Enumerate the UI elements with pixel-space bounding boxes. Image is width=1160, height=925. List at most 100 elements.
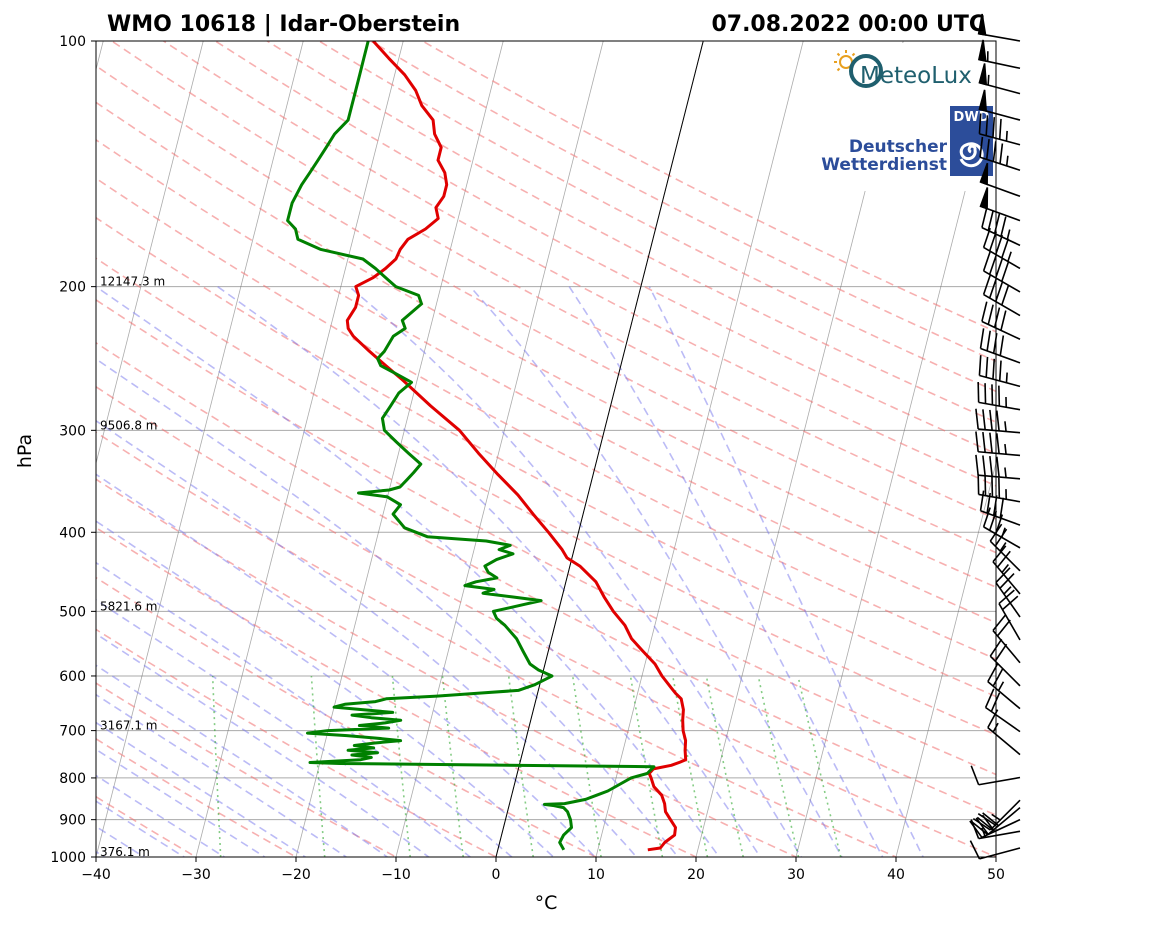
moist-adiabat-line: [96, 664, 389, 857]
wind-barb: [995, 567, 1021, 618]
wind-barb: [978, 63, 1021, 95]
dry-adiabat-line: [370, 41, 996, 363]
x-tick-label: 20: [687, 867, 705, 883]
x-tick-label: 0: [492, 867, 501, 883]
dwd-text-line1: Deutscher: [849, 137, 948, 157]
dry-adiabat-line: [96, 216, 996, 698]
isotherm-line: [96, 41, 304, 857]
wind-barb: [969, 840, 1021, 860]
wind-barb: [975, 431, 1021, 457]
mixing-ratio-line: [629, 675, 664, 857]
y-tick-label: 300: [59, 423, 86, 439]
wind-barb: [989, 638, 1021, 687]
x-tick-label: 10: [587, 867, 605, 883]
wind-barb: [977, 381, 1021, 411]
x-axis-label: °C: [535, 892, 558, 914]
dry-adiabat-line: [163, 41, 996, 487]
x-tick-label: −30: [181, 867, 211, 883]
wind-barb: [998, 589, 1021, 641]
dry-adiabat-line: [96, 478, 798, 857]
moist-adiabat-line: [348, 285, 803, 857]
isotherm-line: [195, 41, 404, 857]
wind-barb: [977, 39, 1021, 70]
wind-barb: [987, 709, 1021, 756]
meteolux-logo: MeteoLux: [834, 50, 972, 89]
moist-adiabat-line: [96, 285, 721, 857]
mixing-ratio-line: [211, 675, 222, 857]
height-label: 9506.8 m: [100, 418, 158, 432]
y-tick-label: 1000: [50, 850, 86, 866]
sun-icon: [834, 50, 856, 72]
dry-adiabat-line: [111, 41, 996, 520]
moist-adiabat-line: [96, 632, 431, 857]
y-tick-label: 700: [59, 724, 86, 740]
isotherm-line: [595, 41, 804, 857]
height-label: 5821.6 m: [100, 599, 158, 613]
dry-adiabat-line: [96, 737, 298, 857]
mixing-ratio-line: [757, 675, 800, 857]
dwd-logo: DWD Deutscher Wetterdienst: [821, 106, 993, 176]
chart-title-left: WMO 10618 | Idar-Oberstein: [107, 12, 460, 37]
dry-adiabat-line: [96, 385, 996, 857]
dry-adiabat-line: [96, 101, 996, 589]
moist-adiabat-line: [217, 285, 762, 857]
mixing-ratio-line: [672, 675, 709, 857]
plot-frame: [95, 40, 997, 858]
y-tick-label: 100: [59, 34, 86, 50]
moist-adiabat-line: [648, 286, 924, 857]
height-label: 12147.3 m: [100, 275, 165, 289]
wind-barb: [979, 136, 1021, 171]
mixing-ratio-line: [571, 675, 602, 857]
meteolux-logo-text: MeteoLux: [860, 63, 972, 89]
dewpoint-line: [286, 41, 656, 851]
moist-adiabat-line: [96, 473, 597, 857]
dwd-spiral-icon: [959, 142, 984, 168]
y-tick-label: 500: [59, 604, 86, 620]
isotherm-line: [995, 855, 996, 857]
wind-barb: [979, 490, 1021, 526]
wind-barb: [982, 227, 1021, 270]
wind-barb: [975, 408, 1021, 434]
dry-adiabat-line: [96, 431, 898, 857]
mixing-ratio-line: [797, 675, 842, 857]
y-tick-label: 800: [59, 771, 86, 787]
moist-adiabat-line: [469, 286, 843, 857]
y-tick-label: 400: [59, 525, 86, 541]
wind-barb: [979, 162, 1021, 198]
dwd-text-line2: Wetterdienst: [821, 155, 947, 175]
dry-adiabat-line: [96, 526, 698, 857]
logo-area: MeteoLux DWD Deutscher Wetterdienst: [821, 43, 996, 191]
wind-barb: [979, 328, 1021, 364]
moist-adiabat-line: [96, 358, 679, 857]
wind-barb: [978, 89, 1021, 121]
dry-adiabat-line: [96, 298, 996, 776]
x-tick-label: 50: [987, 867, 1005, 883]
meteolux-ring-icon: [849, 54, 883, 88]
wind-barb: [981, 301, 1021, 340]
y-tick-label: 900: [59, 813, 86, 829]
x-tick-label: −20: [281, 867, 311, 883]
wind-barbs: [969, 13, 1021, 860]
y-tick-label: 200: [59, 280, 86, 296]
mixing-ratio-line: [391, 675, 411, 857]
zero-isotherm-line: [495, 41, 704, 857]
wind-barb: [978, 113, 1021, 146]
dry-adiabat-line: [96, 177, 996, 660]
mixing-ratio-line: [507, 675, 534, 857]
dwd-badge-text: DWD: [954, 110, 990, 125]
wind-barb: [979, 187, 1021, 222]
wind-barb: [984, 688, 1021, 733]
moist-adiabat-line: [96, 561, 514, 857]
height-labels: 12147.3 m 9506.8 m 5821.6 m 3167.1 m 376.1 m: [100, 275, 165, 859]
isotherm-line: [0, 41, 3, 874]
wind-barb: [987, 663, 1021, 710]
moist-adiabat-line: [96, 419, 638, 857]
x-axis: −40 −30 −20 −10 0 10 20 30 40 50: [81, 857, 1005, 883]
y-tick-label: 600: [59, 669, 86, 685]
wind-barb: [977, 474, 1021, 503]
wind-barb: [975, 454, 1021, 480]
height-label: 376.1 m: [100, 845, 150, 859]
wind-barb: [970, 819, 1021, 840]
dry-adiabat-line: [318, 41, 996, 393]
x-tick-label: −40: [81, 867, 111, 883]
